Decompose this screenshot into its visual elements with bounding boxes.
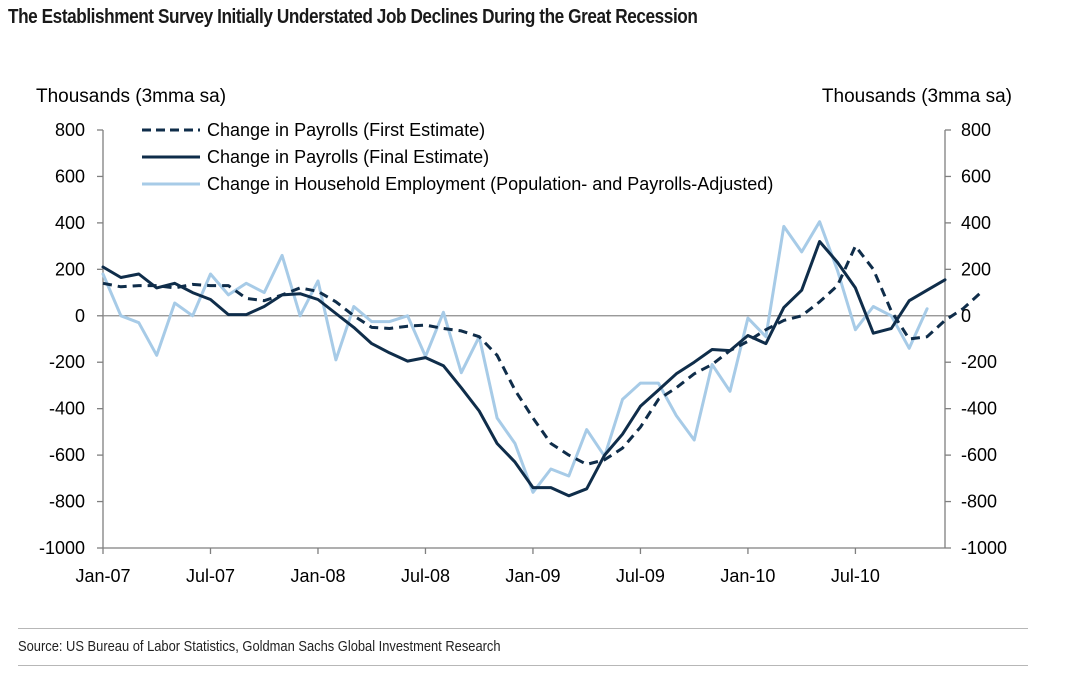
x-tick-label: Jan-10 [720, 566, 775, 586]
x-tick-label: Jan-07 [75, 566, 130, 586]
x-tick-label: Jul-10 [831, 566, 880, 586]
right-tick-label: -200 [961, 352, 997, 372]
left-tick-label: 800 [55, 120, 85, 140]
x-tick-label: Jan-09 [505, 566, 560, 586]
right-tick-label: -400 [961, 399, 997, 419]
series-line-3 [101, 220, 929, 494]
left-tick-label: 600 [55, 166, 85, 186]
series-line-2 [101, 240, 947, 498]
right-axis-label: Thousands (3mma sa) [822, 86, 1012, 107]
legend-label-2: Change in Payrolls (Final Estimate) [207, 147, 489, 167]
right-tick-label: 0 [961, 306, 971, 326]
x-tick-label: Jul-09 [616, 566, 665, 586]
footer-rule-top [18, 628, 1028, 629]
legend-label-3: Change in Household Employment (Populati… [207, 174, 773, 194]
left-tick-label: -400 [49, 399, 85, 419]
right-tick-label: -600 [961, 445, 997, 465]
x-tick-label: Jan-08 [290, 566, 345, 586]
left-axis-label: Thousands (3mma sa) [36, 86, 226, 107]
right-tick-label: 600 [961, 166, 991, 186]
left-tick-label: -1000 [39, 538, 85, 558]
left-tick-label: 0 [75, 306, 85, 326]
right-tick-label: 800 [961, 120, 991, 140]
series-line-1 [102, 244, 982, 466]
right-tick-label: -800 [961, 492, 997, 512]
left-tick-label: -800 [49, 492, 85, 512]
source-note: Source: US Bureau of Labor Statistics, G… [18, 638, 501, 655]
legend-label-1: Change in Payrolls (First Estimate) [207, 120, 485, 140]
chart-title: The Establishment Survey Initially Under… [8, 6, 698, 28]
left-tick-label: 200 [55, 259, 85, 279]
left-tick-label: 400 [55, 213, 85, 233]
left-tick-label: -600 [49, 445, 85, 465]
x-tick-label: Jul-08 [401, 566, 450, 586]
x-tick-label: Jul-07 [186, 566, 235, 586]
right-tick-label: 200 [961, 259, 991, 279]
left-tick-label: -200 [49, 352, 85, 372]
right-tick-label: -1000 [961, 538, 1007, 558]
right-tick-label: 400 [961, 213, 991, 233]
footer-rule-bottom [18, 665, 1028, 666]
